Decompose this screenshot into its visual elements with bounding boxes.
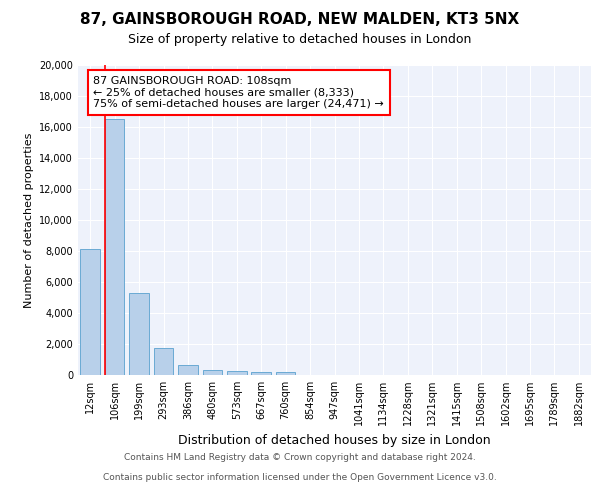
Bar	[251, 372, 271, 375]
Text: 87, GAINSBOROUGH ROAD, NEW MALDEN, KT3 5NX: 87, GAINSBOROUGH ROAD, NEW MALDEN, KT3 5…	[80, 12, 520, 28]
Bar	[203, 370, 222, 375]
Bar	[154, 348, 173, 375]
Bar	[276, 372, 295, 375]
Bar	[227, 371, 247, 375]
Text: Contains public sector information licensed under the Open Government Licence v3: Contains public sector information licen…	[103, 472, 497, 482]
Bar	[105, 119, 124, 375]
Y-axis label: Number of detached properties: Number of detached properties	[24, 132, 34, 308]
Text: 87 GAINSBOROUGH ROAD: 108sqm
← 25% of detached houses are smaller (8,333)
75% of: 87 GAINSBOROUGH ROAD: 108sqm ← 25% of de…	[94, 76, 384, 109]
X-axis label: Distribution of detached houses by size in London: Distribution of detached houses by size …	[178, 434, 491, 446]
Text: Size of property relative to detached houses in London: Size of property relative to detached ho…	[128, 32, 472, 46]
Bar	[130, 293, 149, 375]
Bar	[80, 250, 100, 375]
Text: Contains HM Land Registry data © Crown copyright and database right 2024.: Contains HM Land Registry data © Crown c…	[124, 452, 476, 462]
Bar	[178, 365, 198, 375]
